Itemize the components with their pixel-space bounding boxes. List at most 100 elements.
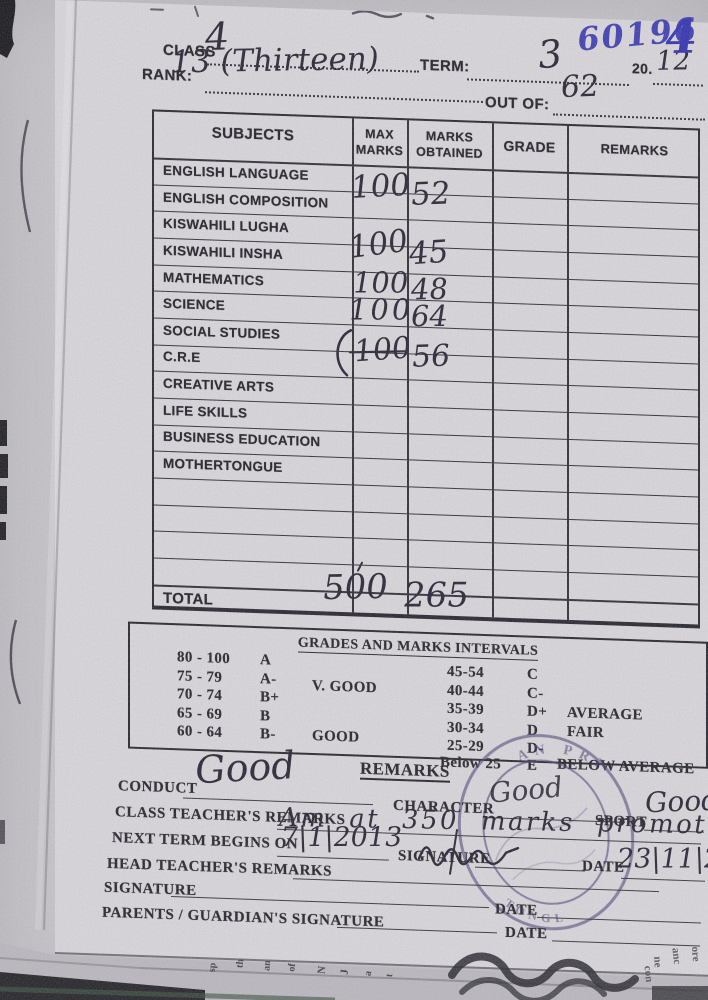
subject-row: KISWAHILI INSHA xyxy=(163,242,284,262)
grade-letter: B+ xyxy=(260,689,280,706)
table-gridline xyxy=(154,530,698,551)
date2-label: DATE xyxy=(495,901,538,919)
col-header-max-marks: MAX MARKS xyxy=(355,126,404,158)
conduct-value-handwritten: Good xyxy=(193,743,298,793)
grade-range: 40-44 xyxy=(447,682,484,700)
grade-range: 75 - 79 xyxy=(177,668,223,686)
signature-label: SIGNATURE xyxy=(398,847,491,868)
col-header-grade: GRADE xyxy=(503,137,556,156)
underlying-text-fragment: an xyxy=(261,959,274,972)
conduct-label: CONDUCT xyxy=(118,778,198,797)
signature2-line xyxy=(171,896,489,909)
grade-letter: A xyxy=(260,652,272,669)
date-value-handwritten: 23|11|2 xyxy=(616,843,708,875)
mark-max-english: 100 xyxy=(349,166,412,206)
underlying-text-fragment: a xyxy=(362,970,375,977)
left-pen-mark xyxy=(9,619,22,705)
grade-descriptor-good: GOOD xyxy=(312,727,360,746)
left-pen-mark xyxy=(20,119,32,233)
subject-row: KISWAHILI LUGHA xyxy=(163,215,289,236)
out-of-dotted-line xyxy=(553,113,705,121)
underlying-text-fragment: ore xyxy=(689,946,703,962)
svg-text:AN PRI: AN PRI xyxy=(515,741,610,776)
mark-obtained-kiswahili: 45 xyxy=(407,233,451,273)
grade-range: 70 - 74 xyxy=(177,686,223,704)
mark-max-social-cre: 100 xyxy=(352,330,413,370)
total-label: TOTAL xyxy=(163,589,214,609)
remarks-title-text: REMARKS xyxy=(360,758,450,783)
col-header-marks-obtained: MARKS OBTAINED xyxy=(416,128,483,161)
subject-row: C.R.E xyxy=(163,348,201,366)
subject-row: BUSINESS EDUCATION xyxy=(163,428,321,450)
date3-label: DATE xyxy=(505,924,548,943)
character-value-handwritten: Good xyxy=(487,770,565,810)
rank-dotted-line xyxy=(205,91,483,103)
grade-range: 60 - 64 xyxy=(177,723,223,741)
grade-range: 35-39 xyxy=(447,700,484,718)
underlying-text-fragment: of xyxy=(286,962,299,973)
underlying-text-fragment: th xyxy=(234,958,247,969)
term-label: TERM: xyxy=(420,56,470,76)
bottom-green-edge xyxy=(0,986,336,1000)
grade-letter: C- xyxy=(527,685,544,703)
stamp-top-text: AN PRI xyxy=(515,741,610,776)
underlying-text-fragment: J xyxy=(338,968,351,976)
rank-value-handwritten: 13 (Thirteen) xyxy=(170,40,380,81)
subject-row: ENGLISH COMPOSITION xyxy=(163,189,329,211)
year-printed: 20. xyxy=(632,60,653,77)
col-header-remarks: REMARKS xyxy=(600,141,669,159)
underlying-text-fragment: N xyxy=(315,965,329,975)
bottom-left-dark-strip xyxy=(0,972,205,1000)
mark-max-kiswahili: 100 xyxy=(346,222,411,266)
grade-range: 80 - 100 xyxy=(177,649,231,668)
mark-max-science: 100 xyxy=(348,292,414,327)
grade-letter: A- xyxy=(260,671,277,688)
date3-line xyxy=(552,940,700,947)
col-header-subjects: SUBJECTS xyxy=(211,124,295,145)
mark-obtained-science: 64 xyxy=(410,299,449,334)
total-obtained-handwritten: 265 xyxy=(403,575,470,616)
underlying-text-fragment: con xyxy=(641,965,655,983)
grades-key-title-text: GRADES AND MARKS INTERVALS xyxy=(297,635,539,661)
grade-letter: B- xyxy=(260,726,276,743)
top-scrap-marks xyxy=(150,5,199,17)
underlying-text-fragment: sp xyxy=(206,962,219,973)
subject-row: ENGLISH LANGUAGE xyxy=(163,162,309,183)
underlying-text-fragment: anc xyxy=(669,947,684,965)
total-max-handwritten: 500 xyxy=(321,566,389,609)
term-value-handwritten: 3 xyxy=(535,31,565,78)
top-scrap-handwriting xyxy=(351,10,435,20)
grade-letter: D+ xyxy=(527,703,548,721)
left-edge-blob xyxy=(0,0,16,58)
mark-obtained-english: 52 xyxy=(409,175,452,213)
subject-row: LIFE SKILLS xyxy=(163,402,248,421)
grade-letter: B xyxy=(260,708,271,725)
left-edge-dash xyxy=(0,522,6,540)
left-edge-dash xyxy=(0,486,7,514)
grade-letter: C xyxy=(527,666,539,683)
grade-range: 65 - 69 xyxy=(177,705,223,723)
head-teacher-remarks-label: HEAD TEACHER'S REMARKS xyxy=(107,855,332,880)
table-gridline xyxy=(154,477,698,498)
left-edge-dash xyxy=(0,454,8,478)
subject-row: MATHEMATICS xyxy=(163,269,265,289)
year-dotted-line xyxy=(653,82,703,87)
left-edge-dash xyxy=(0,420,7,446)
term-dotted-line xyxy=(467,78,629,87)
subject-row: CREATIVE ARTS xyxy=(163,375,275,395)
left-edge-dash xyxy=(0,820,5,844)
remarks-title: REMARKS xyxy=(360,758,450,783)
next-term-value-handwritten: 7|1|2013 xyxy=(280,822,403,854)
table-gridline xyxy=(154,504,698,525)
next-term-line xyxy=(277,855,389,861)
out-of-label: OUT OF: xyxy=(485,94,550,114)
bottom-right-dark-mark xyxy=(652,986,708,1000)
grade-range: 45-54 xyxy=(447,663,484,681)
grade-descriptor-vgood: V. GOOD xyxy=(312,677,378,697)
subject-row: SOCIAL STUDIES xyxy=(163,322,281,342)
grade-descriptor-average: AVERAGE xyxy=(567,704,643,724)
serial-number-last-digit: 4 xyxy=(663,9,699,65)
report-page: CLASS 4 TERM: 3 20. 12 60196 4 RANK: 13 … xyxy=(55,0,708,979)
underlying-text-fragment: t xyxy=(384,973,396,978)
